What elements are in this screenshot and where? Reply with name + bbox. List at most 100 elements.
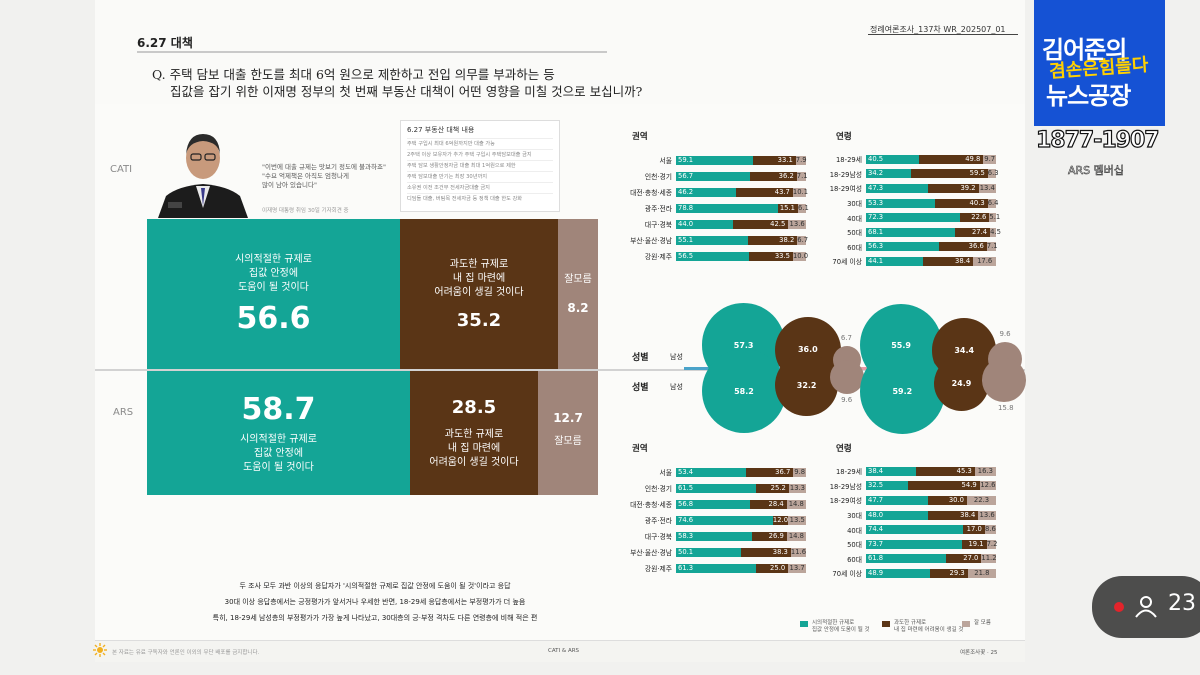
gender-negative-circle: 24.9 bbox=[934, 355, 989, 411]
ars-membership: ARS 멤버십 bbox=[1068, 164, 1125, 178]
bar-segment-negative: 17.0 bbox=[962, 525, 985, 535]
center-divider bbox=[95, 369, 1025, 371]
bar-segment-positive: 56.7 bbox=[676, 171, 750, 181]
bar-segment-negative: 15.1 bbox=[778, 203, 798, 213]
gender-unknown-value: 6.7 bbox=[840, 333, 852, 342]
bar-segment-positive: 44.1 bbox=[866, 256, 924, 266]
bar-segment-negative: 49.8 bbox=[918, 154, 984, 164]
bar-segment-negative: 28.4 bbox=[749, 499, 787, 509]
bar-row-label: 60대 bbox=[847, 243, 862, 252]
bar-row-label: 광주·전라 bbox=[644, 517, 672, 525]
bar-segment-unknown: 9.7 bbox=[983, 154, 996, 164]
bar-segment-negative: 36.6 bbox=[939, 242, 987, 252]
bar-segment-unknown: 14.8 bbox=[786, 531, 806, 541]
president-quote: "이번에 대출 규제는 맛보기 정도에 불과하죠" "수요 억제책은 아직도 엄… bbox=[262, 163, 386, 189]
bar-row: 부산·울산·경남 55.1 38.2 6.7 bbox=[600, 232, 809, 248]
ars-positive-value: 58.7 bbox=[241, 391, 316, 427]
stacked-bar: 48.9 29.3 21.8 bbox=[866, 568, 996, 578]
section-rule bbox=[137, 51, 607, 53]
stacked-bar: 73.7 19.1 7.2 bbox=[866, 539, 998, 549]
ars-unknown-block: 12.7 잘모름 bbox=[538, 371, 598, 495]
bar-segment-unknown: 13.6 bbox=[978, 510, 996, 520]
stacked-bar: 61.5 25.2 13.3 bbox=[676, 483, 807, 493]
cati-negative-label: 과도한 규제로 내 집 마련에 어려움이 생길 것이다 bbox=[434, 258, 524, 298]
stacked-bar: 72.3 22.6 5.1 bbox=[866, 213, 1001, 223]
bar-row-label: 18-29세 bbox=[835, 468, 862, 477]
bar-segment-positive: 32.5 bbox=[866, 481, 909, 491]
bar-segment-unknown: 5.1 bbox=[989, 213, 1001, 223]
stacked-bar: 44.0 42.5 13.6 bbox=[676, 219, 806, 229]
bar-segment-unknown: 6.7 bbox=[797, 235, 809, 245]
bar-segment-positive: 55.1 bbox=[676, 235, 748, 245]
gender-unknown-value: 9.6 bbox=[841, 396, 853, 405]
footer-disclaimer: 본 자료는 유료 구독자와 언론인 이외의 무단 배포를 금지합니다. bbox=[112, 650, 260, 656]
bar-segment-positive: 56.3 bbox=[866, 242, 940, 252]
bar-segment-negative: 29.3 bbox=[929, 568, 968, 578]
cati-region-chart: 서울 59.1 33.1 7.9 인천·경기 56.7 36.2 7.1 대전·충청·세종 46.… bbox=[600, 152, 809, 264]
bar-row-label: 18-29남성 bbox=[829, 482, 862, 491]
bar-row: 18-29세 40.5 49.8 9.7 bbox=[790, 152, 996, 167]
bar-row-label: 서울 bbox=[659, 469, 672, 477]
gender-positive-circle: 59.2 bbox=[860, 348, 945, 434]
bar-segment-positive: 61.3 bbox=[676, 563, 756, 573]
stacked-bar: 68.1 27.4 4.5 bbox=[866, 227, 1001, 237]
bar-segment-unknown: 12.6 bbox=[979, 481, 997, 491]
analysis-note: 두 조사 모두 과반 이상의 응답자가 '시의적절한 규제로 집값 안정에 도움… bbox=[150, 578, 600, 626]
bar-row: 50대 68.1 27.4 4.5 bbox=[790, 225, 1001, 240]
footer-page: 여론조사꽃 · 25 bbox=[960, 650, 998, 656]
bar-row-label: 서울 bbox=[659, 157, 672, 165]
bar-row-label: 대구·경북 bbox=[644, 221, 672, 229]
bar-segment-negative: 25.2 bbox=[756, 483, 789, 493]
bar-segment-unknown: 7.1 bbox=[986, 242, 998, 252]
ars-unknown-label: 잘모름 bbox=[554, 436, 582, 447]
bar-segment-negative: 22.6 bbox=[960, 213, 990, 223]
stacked-bar: 56.5 33.5 10.0 bbox=[676, 251, 808, 261]
bar-segment-unknown: 6.3 bbox=[987, 169, 999, 179]
bar-row: 대구·경북 44.0 42.5 13.6 bbox=[600, 216, 806, 232]
bar-segment-unknown: 22.3 bbox=[967, 495, 996, 505]
gender-unknown-circle bbox=[830, 360, 865, 395]
bar-row-label: 대전·충청·세종 bbox=[630, 501, 672, 509]
bar-row-label: 18-29여성 bbox=[829, 497, 862, 506]
bar-row-label: 70세 이상 bbox=[832, 570, 862, 579]
policy-item: 디딤돌 대출, 버팀목 전세자금 등 정책 대출 한도 강화 bbox=[407, 193, 553, 204]
bar-segment-unknown: 7.2 bbox=[986, 539, 998, 549]
ars-region-title: 권역 bbox=[632, 444, 648, 454]
bar-segment-negative: 45.3 bbox=[915, 466, 975, 476]
bar-segment-positive: 47.3 bbox=[866, 183, 928, 193]
cati-unknown-label: 잘모름 bbox=[564, 274, 592, 285]
bar-segment-positive: 38.4 bbox=[866, 466, 916, 476]
ars-positive-block: 58.7 시의적절한 규제로 집값 안정에 도움이 될 것이다 bbox=[147, 371, 410, 495]
bar-row-label: 18-29여성 bbox=[829, 185, 862, 194]
bar-segment-unknown: 14.8 bbox=[786, 499, 806, 509]
bar-row-label: 18-29남성 bbox=[829, 170, 862, 179]
bar-row-label: 70세 이상 bbox=[832, 258, 862, 267]
policy-item: 소유권 이전 조건부 전세자금대출 금지 bbox=[407, 182, 553, 193]
bar-segment-unknown: 13.5 bbox=[788, 515, 806, 525]
stacked-bar: 50.1 38.3 11.6 bbox=[676, 547, 806, 557]
bar-row: 18-29여성 47.7 30.0 22.3 bbox=[790, 493, 996, 508]
stacked-bar: 61.3 25.0 13.7 bbox=[676, 563, 806, 573]
bar-row-label: 30대 bbox=[847, 200, 862, 209]
stacked-bar: 59.1 33.1 7.9 bbox=[676, 155, 807, 165]
stacked-bar: 56.7 36.2 7.1 bbox=[676, 171, 808, 181]
policy-item: 주택 담보대출 만기는 최장 30년까지 bbox=[407, 171, 553, 182]
bar-segment-unknown: 10.1 bbox=[792, 187, 809, 197]
bar-segment-unknown: 7.9 bbox=[795, 155, 807, 165]
bar-segment-positive: 58.3 bbox=[676, 531, 752, 541]
bar-segment-negative: 38.2 bbox=[747, 235, 798, 245]
live-viewer-count: 23 bbox=[1168, 591, 1196, 616]
cati-label: CATI bbox=[110, 164, 133, 175]
bar-segment-positive: 34.2 bbox=[866, 169, 911, 179]
bar-row-label: 50대 bbox=[847, 541, 862, 550]
bar-row: 60대 56.3 36.6 7.1 bbox=[790, 240, 998, 255]
bar-row-label: 인천·경기 bbox=[644, 485, 672, 493]
bar-row-label: 40대 bbox=[847, 214, 862, 223]
person-icon bbox=[1135, 596, 1157, 618]
legend-positive-text: 시의적절한 규제로 집값 안정에 도움이 될 것 bbox=[812, 620, 870, 633]
ars-negative-value: 28.5 bbox=[451, 396, 497, 418]
bar-row-label: 인천·경기 bbox=[644, 173, 672, 181]
bar-segment-negative: 26.9 bbox=[751, 531, 787, 541]
channel-title-bottom: 뉴스공장 bbox=[1046, 82, 1131, 110]
bar-row: 18-29남성 32.5 54.9 12.6 bbox=[790, 479, 997, 494]
